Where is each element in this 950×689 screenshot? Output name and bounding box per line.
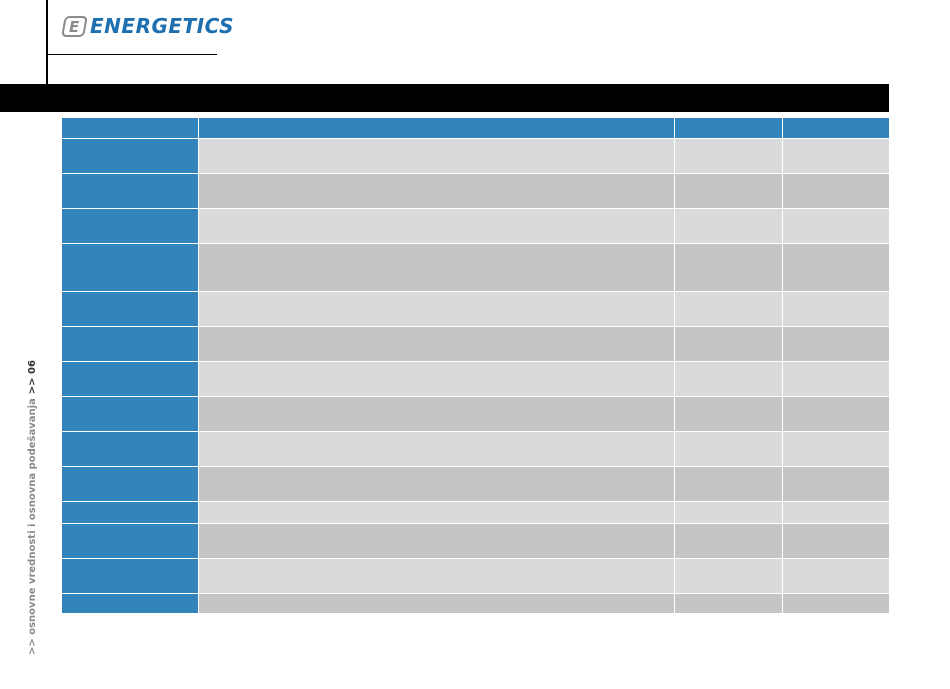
table-cell [675, 139, 782, 173]
row-label-cell [62, 524, 198, 558]
row-label-cell [62, 209, 198, 243]
table-cell [675, 594, 782, 613]
row-label-cell [62, 559, 198, 593]
table-cell [675, 559, 782, 593]
row-label-cell [62, 292, 198, 326]
table-cell [675, 292, 782, 326]
table-cell [783, 292, 889, 326]
row-label-cell [62, 467, 198, 501]
vertical-rule [46, 0, 48, 84]
table-cell [783, 139, 889, 173]
table-cell [675, 524, 782, 558]
table-cell [675, 432, 782, 466]
row-label-cell [62, 327, 198, 361]
table-cell [783, 174, 889, 208]
table-cell [783, 209, 889, 243]
table-cell [199, 524, 674, 558]
table-cell [675, 174, 782, 208]
row-label-cell [62, 174, 198, 208]
page-number: >> 06 [27, 360, 38, 395]
table-cell [199, 467, 674, 501]
table-cell [199, 209, 674, 243]
table-cell [783, 432, 889, 466]
table-cell [675, 244, 782, 291]
table-cell [783, 594, 889, 613]
table-cell [783, 397, 889, 431]
table-cell [675, 397, 782, 431]
row-label-cell [62, 397, 198, 431]
header-cell [199, 118, 674, 138]
table-cell [199, 292, 674, 326]
header-cell [783, 118, 889, 138]
row-label-cell [62, 502, 198, 523]
side-label: >> osnovne vrednosti i osnovna podešavan… [27, 360, 38, 655]
row-label-cell [62, 139, 198, 173]
logo-icon: E [61, 16, 87, 37]
header-cell [675, 118, 782, 138]
table-cell [783, 502, 889, 523]
row-label-cell [62, 362, 198, 396]
table-cell [199, 244, 674, 291]
row-label-cell [62, 432, 198, 466]
table-cell [675, 327, 782, 361]
table-cell [675, 502, 782, 523]
table-cell [199, 174, 674, 208]
svg-text:E: E [69, 18, 80, 36]
table-cell [675, 467, 782, 501]
header-cell [62, 118, 198, 138]
table-cell [199, 559, 674, 593]
table-cell [675, 362, 782, 396]
section-label: >> osnovne vrednosti i osnovna podešavan… [27, 398, 38, 655]
table-cell [199, 502, 674, 523]
table-cell [783, 362, 889, 396]
table-cell [675, 209, 782, 243]
table-cell [199, 432, 674, 466]
row-label-cell [62, 594, 198, 613]
horizontal-rule [47, 54, 217, 55]
table-cell [783, 559, 889, 593]
table-cell [199, 397, 674, 431]
row-label-cell [62, 244, 198, 291]
table-cell [199, 362, 674, 396]
table-cell [199, 327, 674, 361]
table-cell [199, 139, 674, 173]
table-cell [199, 594, 674, 613]
table-cell [783, 467, 889, 501]
table-cell [783, 327, 889, 361]
logo-text: ENERGETICS [90, 14, 234, 38]
title-bar [0, 84, 889, 112]
table-cell [783, 524, 889, 558]
table-cell [783, 244, 889, 291]
